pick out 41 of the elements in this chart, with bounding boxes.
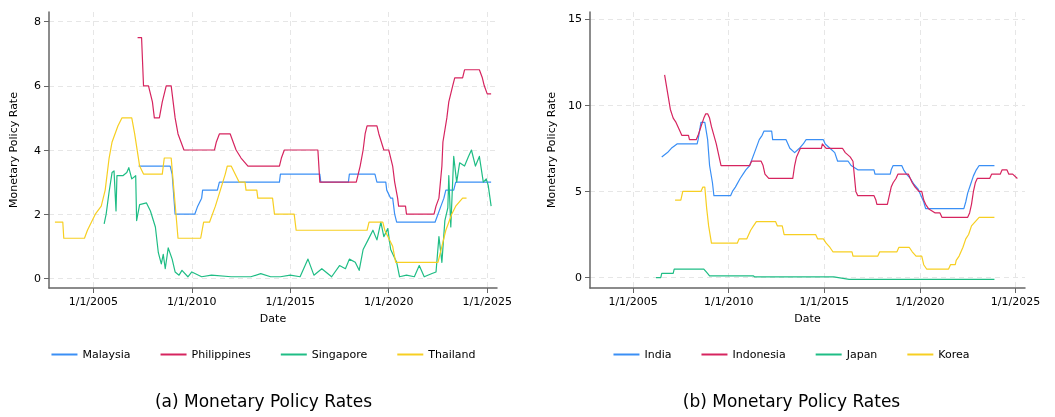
x-tick-label: 1/1/2025 [462, 295, 512, 308]
y-tick-label: 0 [575, 271, 582, 285]
y-axis-title: Monetary Policy Rate [7, 91, 20, 208]
line-series [136, 37, 492, 215]
line-series [664, 74, 1019, 218]
x-tick-label: 1/1/2020 [895, 295, 945, 308]
legend-label: Singapore [311, 348, 368, 361]
x-tick-label: 1/1/2010 [703, 295, 754, 308]
y-tick-label: 6 [34, 79, 41, 93]
y-tick-label: 0 [34, 271, 41, 285]
line-series [138, 165, 492, 223]
x-tick-label: 1/1/2010 [167, 295, 217, 308]
legend-label: Korea [938, 348, 970, 361]
x-tick-label: 1/1/2025 [990, 295, 1041, 308]
text: (a) Monetary Policy Rates [154, 390, 373, 411]
y-axis-title: Monetary Policy Rate [545, 91, 559, 208]
x-axis-title: Date [259, 312, 287, 325]
legend-label: Malaysia [82, 348, 131, 361]
legend-label: Indonesia [732, 348, 786, 361]
legend-label: Thailand [427, 348, 476, 361]
x-tick-label: 1/1/2005 [608, 295, 658, 308]
y-tick-label: 10 [568, 98, 582, 112]
x-tick-label: 1/1/2005 [68, 295, 119, 308]
text: (b) Monetary Policy Rates [682, 390, 901, 411]
x-tick-label: 1/1/2015 [799, 295, 849, 308]
y-tick-label: 15 [568, 12, 582, 26]
y-tick-label: 4 [34, 143, 41, 157]
legend-label: Japan [845, 348, 878, 361]
x-axis-title: Date [794, 312, 821, 325]
line-series [661, 121, 996, 210]
x-tick-label: 1/1/2015 [265, 295, 315, 308]
line-series [54, 117, 468, 263]
line-series [103, 149, 492, 278]
line-series [674, 186, 996, 270]
y-tick-label: 5 [575, 184, 582, 198]
line-series [655, 268, 996, 280]
legend-label: Philippines [191, 348, 252, 361]
y-tick-label: 2 [34, 207, 41, 221]
x-tick-label: 1/1/2020 [364, 295, 414, 308]
y-tick-label: 8 [34, 15, 41, 29]
legend-label: India [644, 348, 672, 361]
